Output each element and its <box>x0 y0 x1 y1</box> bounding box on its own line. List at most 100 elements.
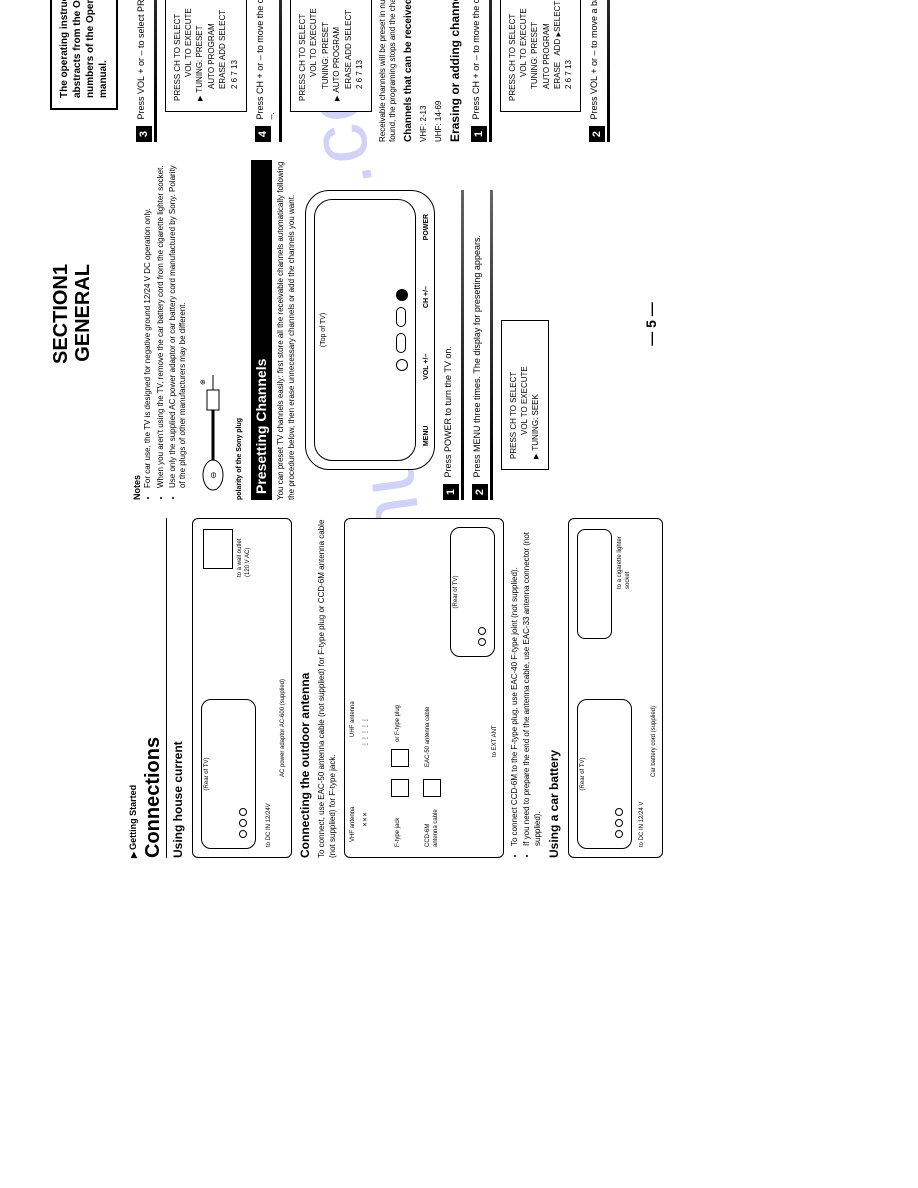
heading-connections: Connections <box>141 518 167 858</box>
step-4: 4 Press CH + or – to move the cursor to … <box>255 0 283 142</box>
outdoor-notes: To connect CCD-6M to the F-type plug, us… <box>510 518 543 846</box>
uhf-range: UHF: 14-69 <box>434 0 444 142</box>
svg-text:⊖: ⊖ <box>209 472 218 479</box>
section-name: GENERAL <box>72 264 94 364</box>
osd2-l1: PRESS CH TO SELECT <box>297 0 308 101</box>
menu-button <box>396 359 408 371</box>
ftype-plug-label: or F-type plug <box>395 705 403 742</box>
page-number: — 5 — <box>643 302 659 346</box>
osd2-l6: 2 6 7 13 <box>354 0 365 101</box>
osd1-l6: 2 6 7 13 <box>229 0 240 101</box>
lighter-socket-label: to a cigarette lighter socket <box>617 529 632 589</box>
osd-preset-1: PRESS CH TO SELECT VOL TO EXECUTE TUNING… <box>165 0 247 112</box>
step-2-text: Press MENU three times. The display for … <box>472 161 483 477</box>
heading-house-current: Using house current <box>171 518 186 858</box>
notice-box: The operating instructions mentioned her… <box>50 0 118 110</box>
osd1-l5: ERASE ADD SELECT <box>217 0 228 101</box>
osd-seek-l1: PRESS CH TO SELECT <box>508 331 519 459</box>
plug-icon: ⊖ ⊕ <box>193 360 233 500</box>
vol-label: VOL +/– <box>423 354 432 380</box>
column-middle: Notes For car use, the TV is designed fo… <box>128 160 669 500</box>
section-header: SECTION1 GENERAL <box>50 264 94 364</box>
note-2: When you aren't using the TV, remove the… <box>156 160 166 488</box>
osd1-l4: AUTO PROGRAM <box>206 0 217 101</box>
ccd6m-label: CCD-6M antenna cable <box>425 807 440 847</box>
osd2-l4: AUTO PROGRAM <box>331 0 343 101</box>
vhf-label: VHF antenna <box>350 807 358 842</box>
menu-label: MENU <box>423 426 432 447</box>
dc-in-label: to DC IN 12/24V <box>266 803 274 847</box>
wall-outlet-illustration <box>203 529 233 569</box>
erase-step-2-text: Press VOL + or – to move a bar to select… <box>589 0 600 119</box>
ext-ant-label: to EXT ANT <box>492 725 500 757</box>
tv-top-label: (Top of TV) <box>320 191 329 469</box>
ch-rocker <box>396 307 406 327</box>
note-3: Use only the supplied AC power adaptor o… <box>168 160 189 488</box>
osd3-l4: AUTO PROGRAM <box>541 0 552 101</box>
step-4-text: Press CH + or – to move the cursor to AU… <box>255 0 278 119</box>
osd1-l1: PRESS CH TO SELECT <box>172 0 183 101</box>
osd3-l2: VOL TO EXECUTE <box>518 0 529 101</box>
column-left: Getting Started Connections Using house … <box>128 518 669 858</box>
heading-erase-add: Erasing or adding channels <box>448 0 463 142</box>
tv-front-illustration: (Top of TV) MENU VOL +/– CH +/– POWER <box>305 190 435 470</box>
heading-channels-received: Channels that can be received on this TV… <box>403 0 416 142</box>
osd-select: PRESS CH TO SELECT VOL TO EXECUTE TUNING… <box>500 0 581 112</box>
polarity-label: polarity of the Sony plug <box>236 360 245 500</box>
preset-intro: You can preset TV channels easily: first… <box>276 160 297 500</box>
heading-presetting: Presetting Channels <box>251 160 273 500</box>
ac-adaptor-label: AC power adaptor AC-600 (supplied) <box>280 679 288 777</box>
tv-rear-car <box>577 699 632 849</box>
notes-heading: Notes <box>132 160 143 500</box>
car-dash-illustration <box>577 529 612 639</box>
osd1-l2: VOL TO EXECUTE <box>183 0 194 101</box>
heading-outdoor-antenna: Connecting the outdoor antenna <box>298 518 313 858</box>
step-num-1: 1 <box>443 484 459 500</box>
note-1: For car use, the TV is designed for nega… <box>143 160 153 488</box>
vol-rocker <box>396 333 406 353</box>
outdoor-para: To connect, use EAC-50 antenna cable (no… <box>317 518 338 858</box>
wall-outlet-label: to a wall outlet (120 V AC) <box>237 527 252 577</box>
erase-step-1-text: Press CH + or – to move the cursor to SE… <box>471 0 482 119</box>
notes-list: For car use, the TV is designed for nega… <box>143 160 189 488</box>
receivable-para: Receivable channels will be preset in nu… <box>378 0 399 142</box>
erase-step-num-2: 2 <box>589 126 605 142</box>
step-2: 2 Press MENU three times. The display fo… <box>472 160 493 500</box>
step-3: 3 Press VOL + or – to select PRESET. <box>136 0 157 142</box>
tv-rear-illustration <box>201 699 256 849</box>
osd3-l1: PRESS CH TO SELECT <box>507 0 518 101</box>
section-number: SECTION1 <box>50 264 72 364</box>
osd-seek-l3: TUNING: SEEK <box>530 331 542 459</box>
svg-text:⊕: ⊕ <box>200 379 207 385</box>
diagram-outdoor-antenna: VHF antenna UHF antenna ✕✕✕ ⋮⋮⋮⋮⋮ F-type… <box>344 518 504 858</box>
column-right: 3 Press VOL + or – to select PRESET. PRE… <box>128 0 669 142</box>
erase-step-2: 2 Press VOL + or – to move a bar to sele… <box>589 0 610 142</box>
step-num-4: 4 <box>255 126 271 142</box>
diagram-house-current: to a wall outlet (120 V AC) to DC IN 12/… <box>192 518 292 858</box>
ftype-jack-label: F-type jack <box>395 818 403 847</box>
step-1: 1 Press POWER to turn the TV on. <box>443 160 464 500</box>
car-cord-label: Car battery cord (supplied) <box>651 706 659 777</box>
uhf-label: UHF antenna <box>350 701 358 737</box>
vhf-range: VHF: 2-13 <box>419 0 429 142</box>
osd-preset-2: PRESS CH TO SELECT VOL TO EXECUTE TUNING… <box>290 0 372 112</box>
ch-label: CH +/– <box>423 286 432 308</box>
osd2-l3: TUNING: PRESET <box>320 0 331 101</box>
osd-seek: PRESS CH TO SELECT VOL TO EXECUTE TUNING… <box>501 320 549 470</box>
car-dcin-label: to DC IN 12/24 V <box>639 802 647 847</box>
step-num-2: 2 <box>472 484 488 500</box>
tv-rear-antenna <box>450 527 495 657</box>
step-1-text: Press POWER to turn the TV on. <box>443 161 454 477</box>
step-num-3: 3 <box>136 126 152 142</box>
osd3-l3: TUNING: PRESET <box>529 0 540 101</box>
osd3-l5: ERASE ADD ▶SELECT <box>552 0 563 101</box>
breadcrumb: Getting Started <box>128 518 139 858</box>
step-3-text: Press VOL + or – to select PRESET. <box>136 0 147 119</box>
heading-car-battery: Using a car battery <box>547 518 562 858</box>
osd3-l6: 2 6 7 13 <box>563 0 574 101</box>
osd1-l3: TUNING: PRESET <box>194 0 206 101</box>
erase-step-num-1: 1 <box>471 126 487 142</box>
power-label: POWER <box>423 214 432 240</box>
plug-polarity-diagram: ⊖ ⊕ polarity of the Sony plug <box>193 360 243 500</box>
outdoor-note-1: To connect CCD-6M to the F-type plug, us… <box>510 518 520 846</box>
